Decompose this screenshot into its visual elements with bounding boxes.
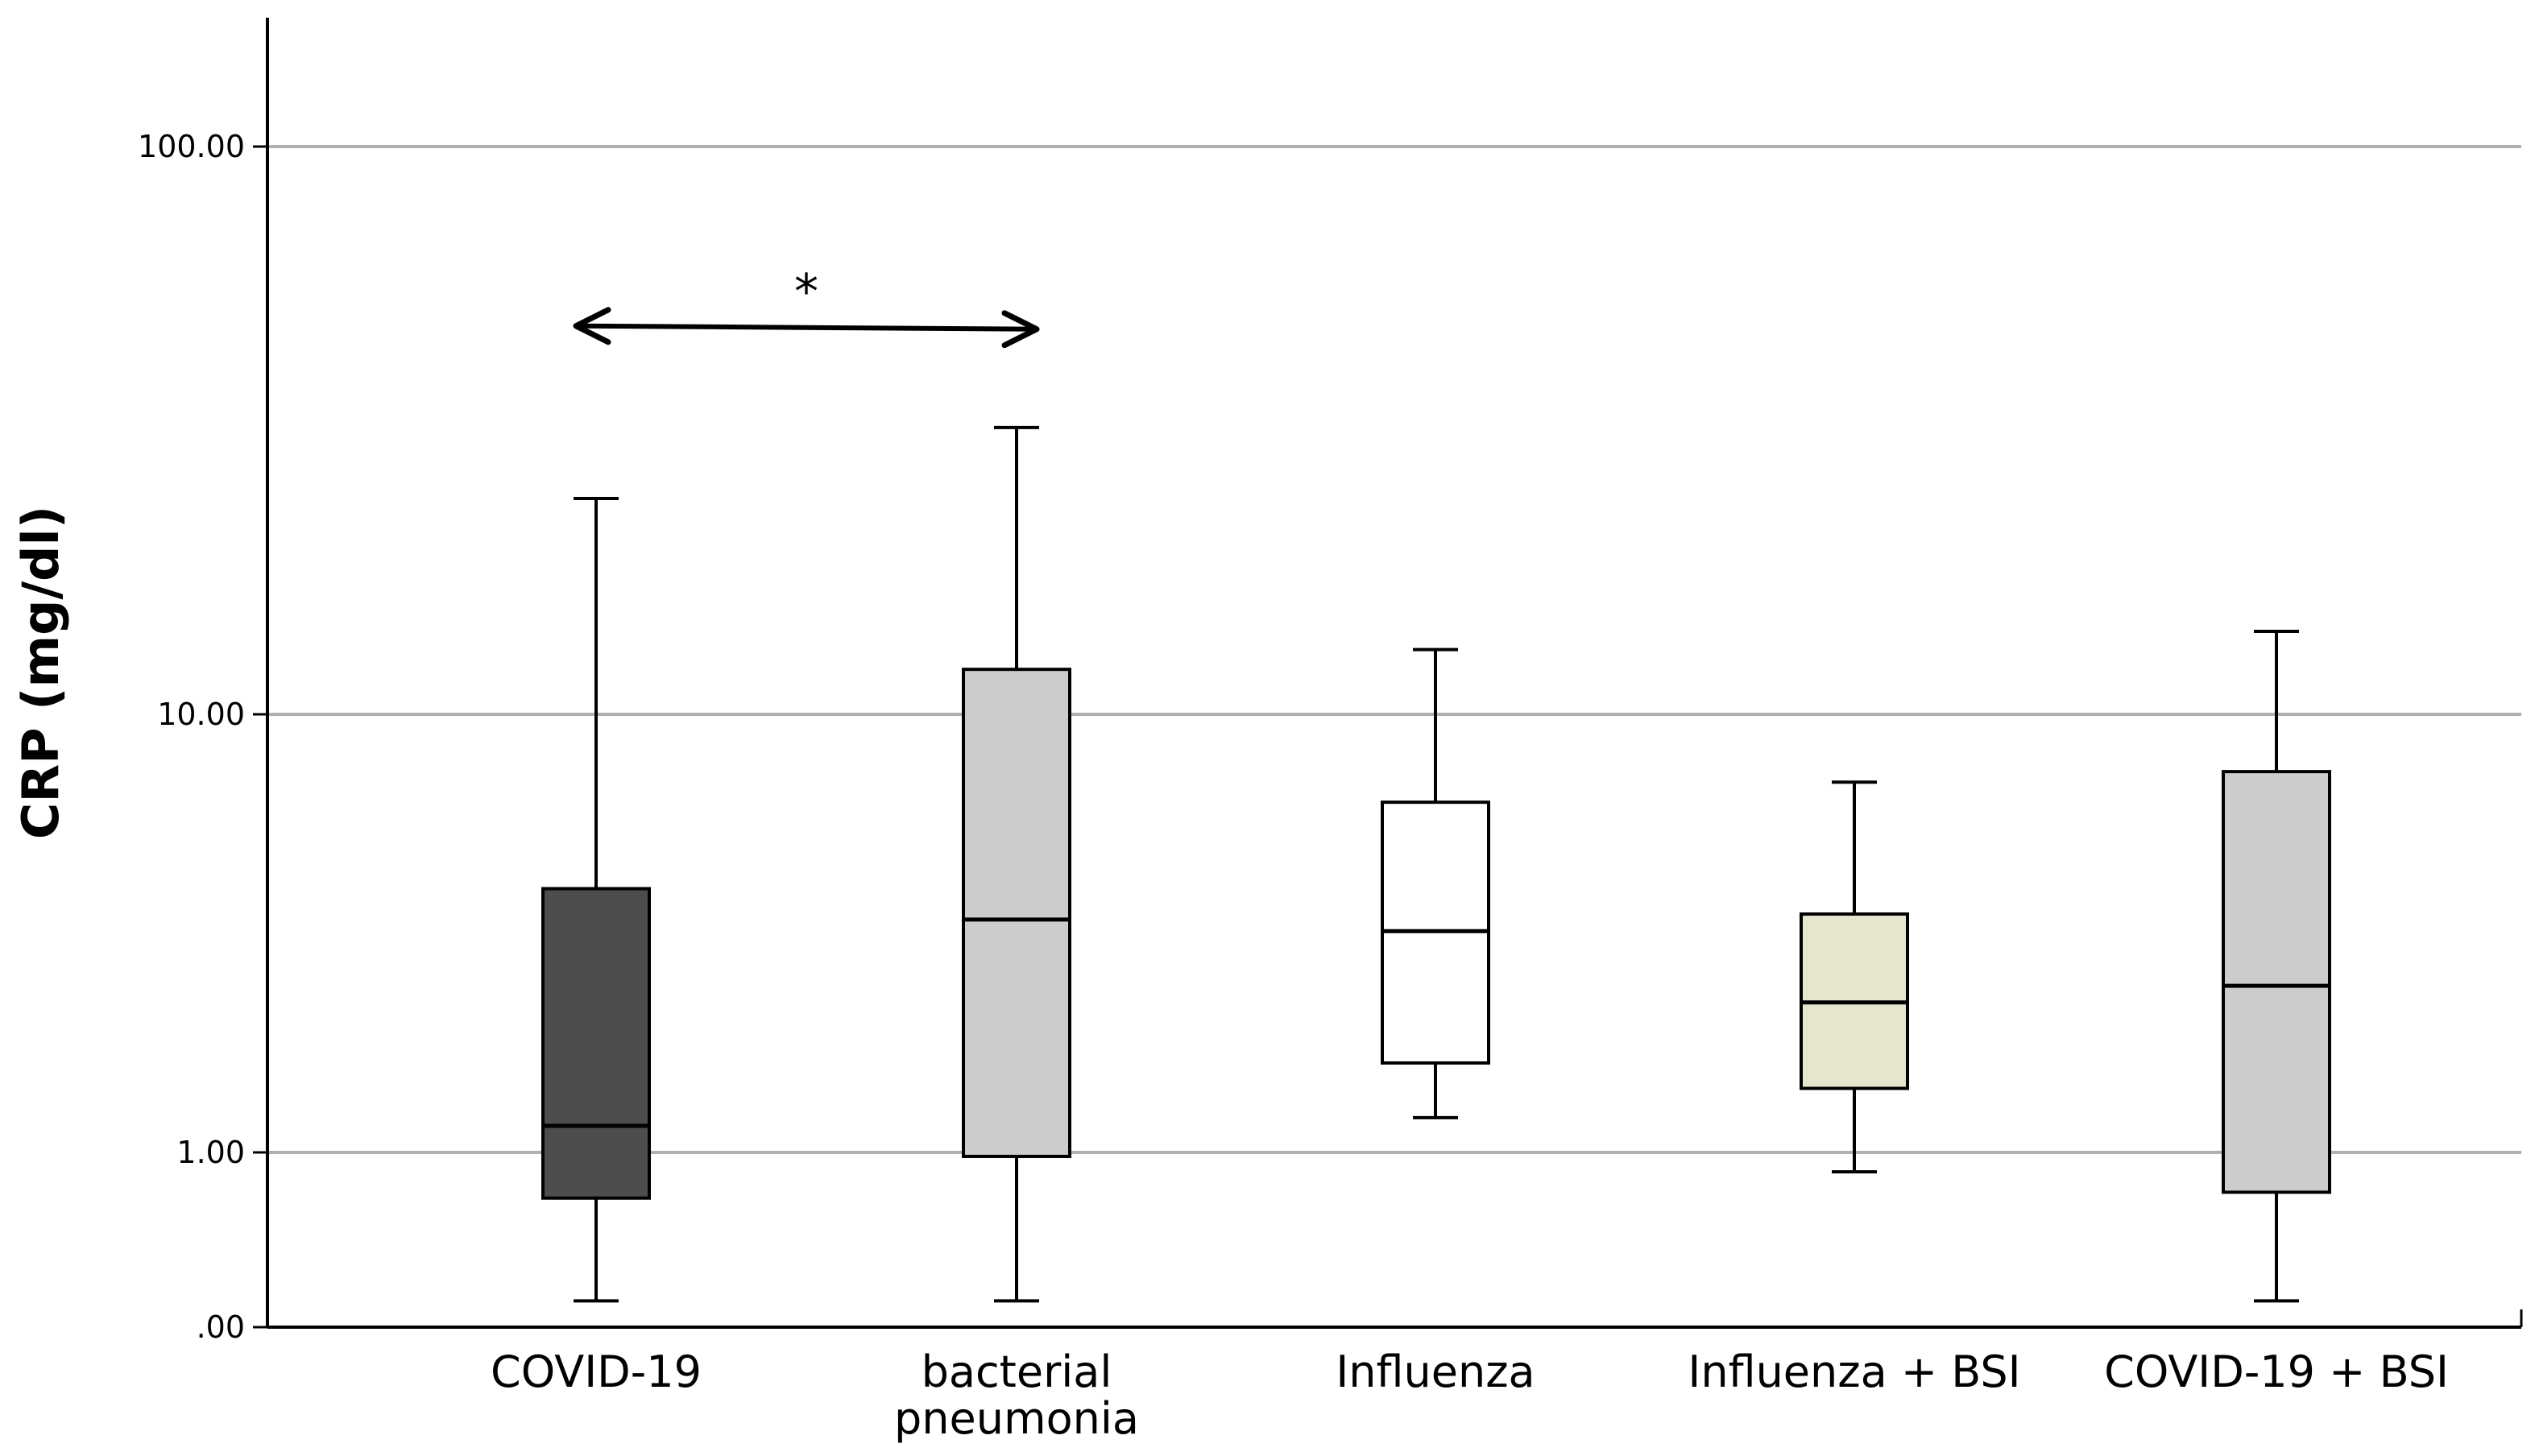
interquartile-box xyxy=(2222,770,2331,1194)
category-label: bacterial xyxy=(922,1346,1112,1397)
y-tick-labels: .00 1.00 10.00 100.00 xyxy=(138,129,267,1345)
axes xyxy=(266,18,2523,1329)
significance-annotation: * xyxy=(573,264,1040,349)
box-4 xyxy=(1800,780,1909,1174)
y-axis-title: CRP (mg/dl) xyxy=(11,506,70,839)
significance-arrow-shaft xyxy=(580,323,1033,332)
box-2 xyxy=(962,425,1071,1303)
category-label: COVID-19 xyxy=(491,1346,702,1397)
interquartile-box xyxy=(962,668,1071,1158)
boxes xyxy=(541,425,2331,1303)
category-label: Influenza xyxy=(1336,1346,1535,1397)
box-5 xyxy=(2222,629,2331,1303)
y-tick-label: 1.00 xyxy=(176,1135,245,1170)
category-label: pneumonia xyxy=(894,1393,1139,1444)
interquartile-box xyxy=(541,887,651,1200)
annotations: * xyxy=(573,264,1040,349)
category-label: COVID-19 + BSI xyxy=(2104,1346,2449,1397)
box-1 xyxy=(541,496,651,1303)
y-tick-label: 100.00 xyxy=(138,129,245,164)
box-3 xyxy=(1381,647,1490,1119)
y-tick-label: .00 xyxy=(197,1309,245,1345)
significance-arrow-left-head xyxy=(573,307,611,345)
y-tick-label: 10.00 xyxy=(157,697,245,732)
category-label: Influenza + BSI xyxy=(1688,1346,2020,1397)
significance-label: * xyxy=(794,264,818,321)
significance-arrow-right-head xyxy=(1001,310,1040,349)
